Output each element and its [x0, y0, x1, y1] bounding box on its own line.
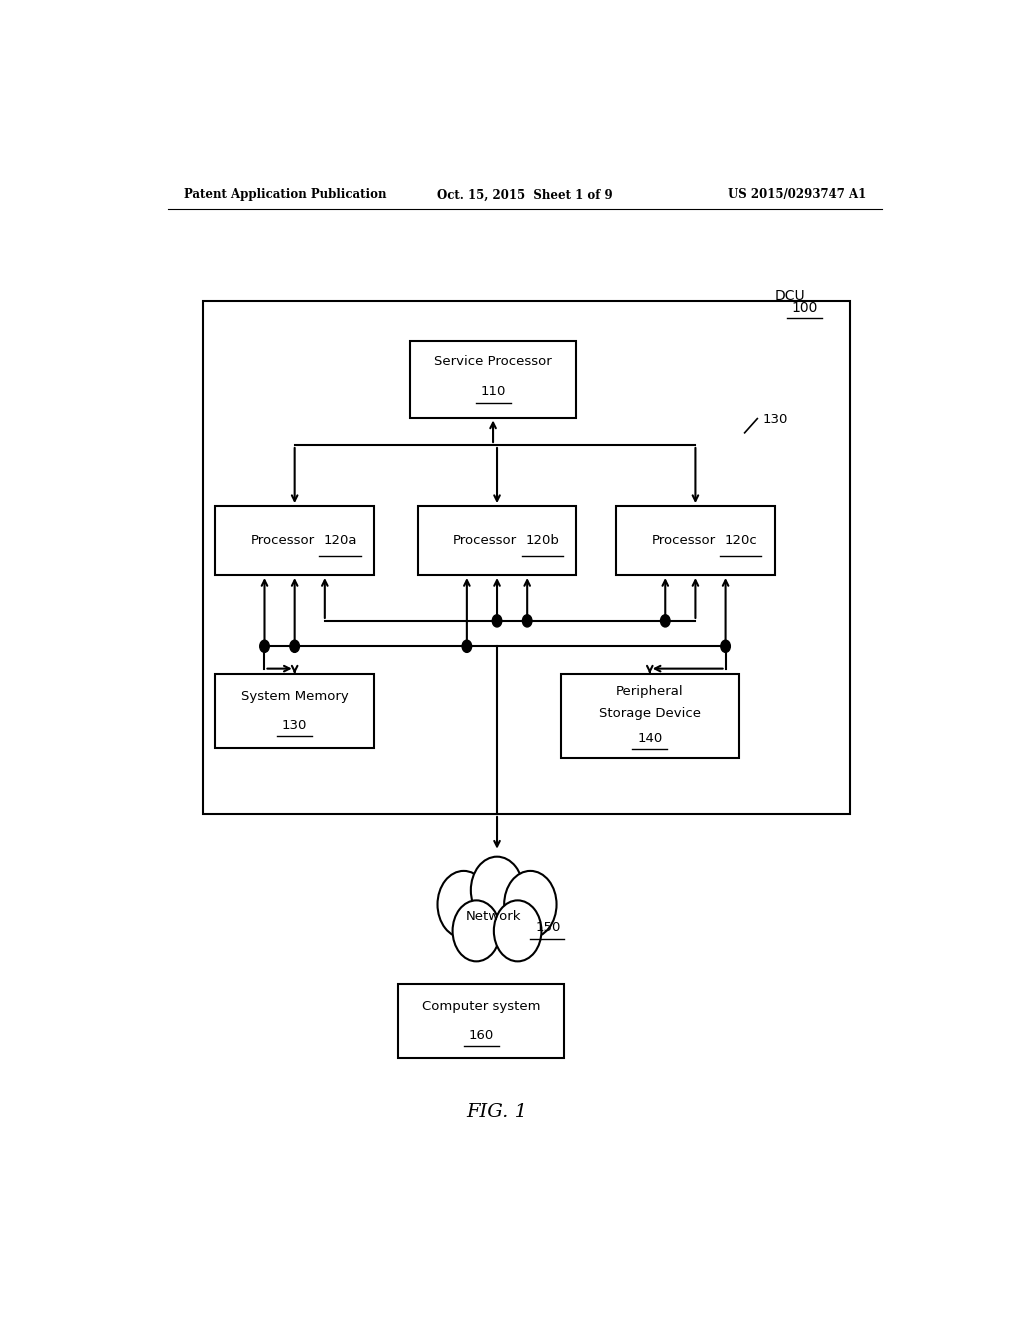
- FancyBboxPatch shape: [418, 506, 577, 576]
- Text: 100: 100: [792, 301, 818, 314]
- Text: 110: 110: [480, 385, 506, 399]
- FancyBboxPatch shape: [215, 673, 374, 748]
- Text: Oct. 15, 2015  Sheet 1 of 9: Oct. 15, 2015 Sheet 1 of 9: [437, 189, 612, 202]
- FancyBboxPatch shape: [410, 342, 577, 417]
- Circle shape: [494, 900, 542, 961]
- Text: Peripheral: Peripheral: [616, 685, 684, 698]
- Text: 140: 140: [637, 731, 663, 744]
- Text: Patent Application Publication: Patent Application Publication: [183, 189, 386, 202]
- Text: DCU: DCU: [775, 289, 806, 302]
- FancyBboxPatch shape: [204, 301, 850, 814]
- Text: 120a: 120a: [324, 535, 356, 546]
- FancyBboxPatch shape: [560, 673, 739, 758]
- Text: 120b: 120b: [525, 535, 559, 546]
- Text: 130: 130: [763, 413, 788, 426]
- Text: Processor: Processor: [251, 535, 314, 546]
- Circle shape: [493, 615, 502, 627]
- Circle shape: [437, 871, 489, 939]
- Text: Service Processor: Service Processor: [434, 355, 552, 368]
- Text: Computer system: Computer system: [422, 1001, 541, 1012]
- Text: 130: 130: [282, 718, 307, 731]
- Circle shape: [522, 615, 531, 627]
- Text: Network: Network: [465, 909, 521, 923]
- Text: FIG. 1: FIG. 1: [467, 1102, 527, 1121]
- FancyBboxPatch shape: [215, 506, 374, 576]
- Text: US 2015/0293747 A1: US 2015/0293747 A1: [728, 189, 866, 202]
- Text: 120c: 120c: [724, 535, 757, 546]
- Circle shape: [471, 857, 523, 924]
- Circle shape: [504, 871, 557, 939]
- Circle shape: [453, 900, 500, 961]
- Text: Processor: Processor: [453, 535, 517, 546]
- Text: System Memory: System Memory: [241, 690, 348, 704]
- FancyBboxPatch shape: [616, 506, 775, 576]
- Text: 160: 160: [469, 1028, 494, 1041]
- Circle shape: [721, 640, 730, 652]
- Text: 150: 150: [536, 921, 560, 935]
- Circle shape: [462, 640, 472, 652]
- Circle shape: [660, 615, 670, 627]
- Text: Processor: Processor: [651, 535, 716, 546]
- Circle shape: [290, 640, 299, 652]
- FancyBboxPatch shape: [397, 983, 564, 1057]
- Text: Storage Device: Storage Device: [599, 708, 700, 721]
- Circle shape: [260, 640, 269, 652]
